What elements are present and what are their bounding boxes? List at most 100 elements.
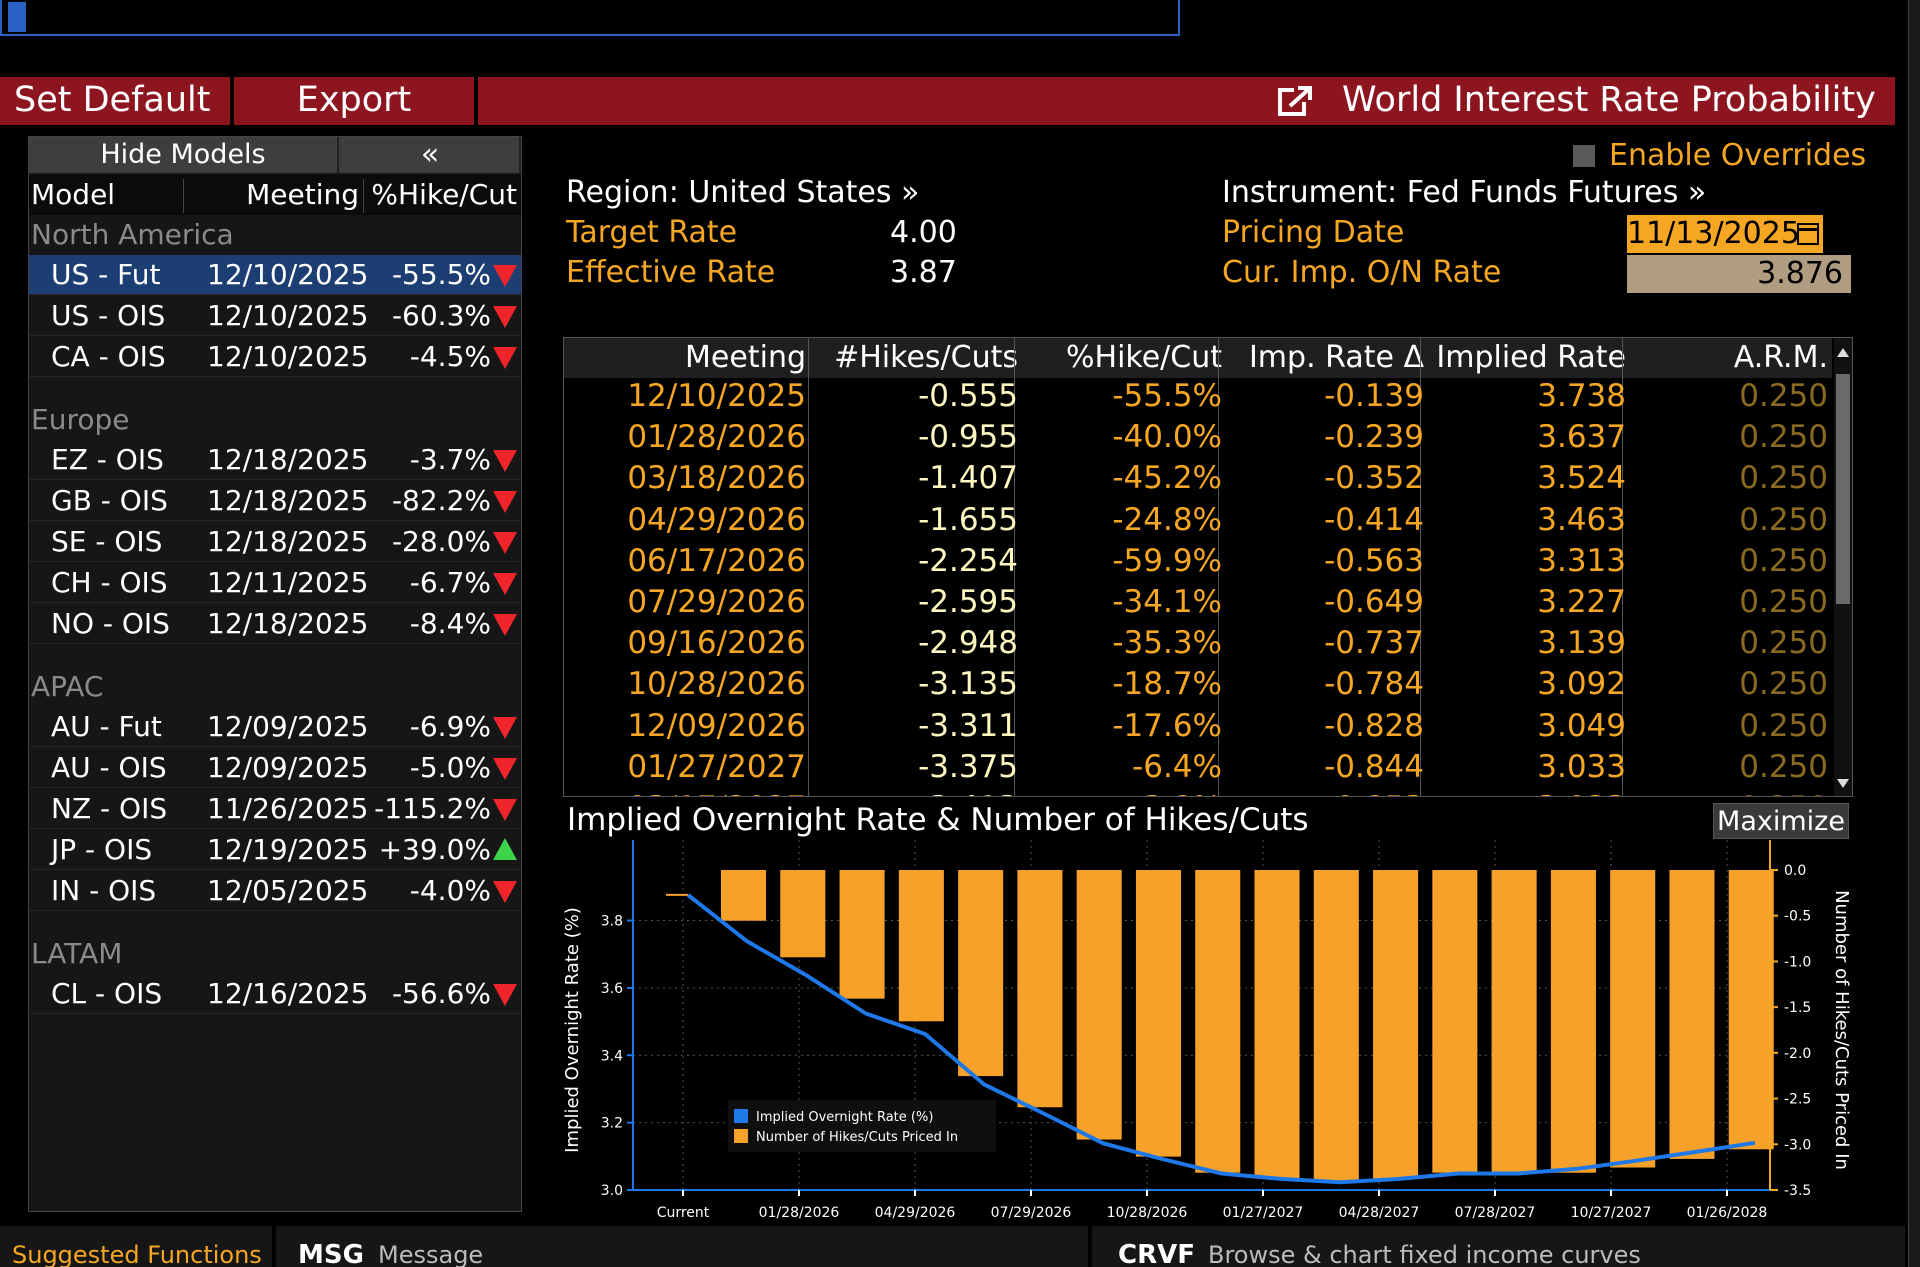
table-cell: 12/10/2025 bbox=[627, 378, 806, 414]
model-meeting: 12/09/2025 bbox=[207, 751, 369, 784]
x-tick-label: 10/28/2026 bbox=[1107, 1205, 1188, 1221]
table-scrollbar[interactable] bbox=[1834, 338, 1852, 796]
table-row[interactable]: 12/09/2026 -3.311 -17.6% -0.828 3.049 0.250 bbox=[564, 706, 1832, 747]
table-cell: 03/17/2027 bbox=[627, 788, 806, 796]
model-pct: -28.0% bbox=[391, 525, 491, 558]
implied-rate-line bbox=[686, 893, 1756, 1185]
model-row[interactable]: GB - OIS 12/18/2025 -82.2% bbox=[29, 481, 521, 521]
col-header[interactable]: Implied Rate bbox=[1436, 340, 1626, 375]
cur-on-rate-field[interactable]: 3.876 bbox=[1627, 255, 1851, 293]
table-cell: 3.033 bbox=[1537, 748, 1626, 785]
model-group-header: North America bbox=[29, 215, 521, 255]
crvf-label[interactable]: Browse & chart fixed income curves bbox=[1208, 1241, 1641, 1267]
table-cell: 3.463 bbox=[1537, 501, 1626, 538]
region-selector[interactable]: Region: United States » bbox=[566, 175, 920, 210]
x-tick-label: 04/29/2026 bbox=[875, 1205, 956, 1221]
scroll-down-icon[interactable] bbox=[1837, 779, 1849, 788]
calendar-icon[interactable] bbox=[1797, 223, 1819, 245]
model-row[interactable]: IN - OIS 12/05/2025 -4.0% bbox=[29, 871, 521, 911]
scroll-up-icon[interactable] bbox=[1837, 348, 1849, 357]
model-row[interactable]: EZ - OIS 12/18/2025 -3.7% bbox=[29, 440, 521, 480]
table-cell: 0.250 bbox=[1739, 748, 1828, 785]
model-name: US - Fut bbox=[51, 258, 161, 291]
export-button[interactable]: Export bbox=[296, 80, 412, 120]
table-row[interactable]: 10/28/2026 -3.135 -18.7% -0.784 3.092 0.250 bbox=[564, 664, 1832, 705]
model-row[interactable]: SE - OIS 12/18/2025 -28.0% bbox=[29, 522, 521, 562]
model-row[interactable]: CA - OIS 12/10/2025 -4.5% bbox=[29, 337, 521, 377]
hike-cut-bar bbox=[958, 870, 1004, 1077]
table-cell: 09/16/2026 bbox=[627, 625, 806, 662]
model-meeting: 12/18/2025 bbox=[207, 484, 369, 517]
msg-code[interactable]: MSG bbox=[298, 1240, 364, 1267]
table-cell: -45.2% bbox=[1112, 460, 1222, 497]
model-row[interactable]: US - Fut 12/10/2025 -55.5% bbox=[29, 255, 521, 295]
table-cell: -0.555 bbox=[918, 378, 1018, 414]
table-cell: 0.250 bbox=[1739, 788, 1828, 796]
hide-models-button[interactable]: Hide Models bbox=[29, 137, 339, 173]
table-row[interactable]: 12/10/2025 -0.555 -55.5% -0.139 3.738 0.250 bbox=[564, 376, 1832, 417]
maximize-button[interactable]: Maximize bbox=[1713, 803, 1849, 839]
footer-bar: Suggested Functions MSG Message CRVF Bro… bbox=[0, 1226, 1905, 1267]
table-row[interactable]: 04/29/2026 -1.655 -24.8% -0.414 3.463 0.250 bbox=[564, 500, 1832, 541]
instrument-selector[interactable]: Instrument: Fed Funds Futures » bbox=[1222, 175, 1707, 210]
table-row[interactable]: 07/29/2026 -2.595 -34.1% -0.649 3.227 0.250 bbox=[564, 582, 1832, 623]
crvf-code[interactable]: CRVF bbox=[1118, 1240, 1195, 1267]
model-group-header: LATAM bbox=[29, 934, 521, 974]
up-triangle-icon bbox=[493, 838, 517, 860]
col-meeting[interactable]: Meeting bbox=[246, 178, 359, 211]
table-cell: -0.563 bbox=[1324, 542, 1424, 579]
legend-label: Number of Hikes/Cuts Priced In bbox=[756, 1130, 958, 1145]
col-header[interactable]: Imp. Rate Δ bbox=[1248, 340, 1424, 375]
table-row[interactable]: 01/28/2026 -0.955 -40.0% -0.239 3.637 0.250 bbox=[564, 417, 1832, 458]
effective-rate-value: 3.87 bbox=[890, 255, 957, 290]
model-row[interactable]: JP - OIS 12/19/2025 +39.0% bbox=[29, 830, 521, 870]
models-column-header: Model Meeting %Hike/Cut bbox=[29, 175, 521, 215]
external-link-icon[interactable] bbox=[1278, 86, 1314, 116]
right-tick-label: -1.5 bbox=[1784, 1000, 1811, 1016]
hike-cut-bar bbox=[1610, 870, 1656, 1168]
table-cell: 0.250 bbox=[1739, 625, 1828, 662]
table-cell: -55.5% bbox=[1112, 378, 1222, 414]
table-row[interactable]: 03/17/2027 -3.413 -3.8% -0.853 3.023 0.250 bbox=[564, 788, 1832, 796]
model-meeting: 12/05/2025 bbox=[207, 874, 369, 907]
col-header[interactable]: Meeting bbox=[685, 340, 806, 375]
model-name: SE - OIS bbox=[51, 525, 163, 558]
x-tick-label: 07/28/2027 bbox=[1455, 1205, 1536, 1221]
msg-label[interactable]: Message bbox=[378, 1241, 484, 1267]
table-cell: -34.1% bbox=[1112, 584, 1222, 620]
col-pct[interactable]: %Hike/Cut bbox=[371, 178, 517, 211]
left-tick-label: 3.6 bbox=[601, 981, 623, 997]
model-row[interactable]: AU - Fut 12/09/2025 -6.9% bbox=[29, 707, 521, 747]
right-tick-label: 0.0 bbox=[1784, 863, 1806, 879]
model-row[interactable]: CL - OIS 12/16/2025 -56.6% bbox=[29, 974, 521, 1014]
model-row[interactable]: CH - OIS 12/11/2025 -6.7% bbox=[29, 563, 521, 603]
col-header[interactable]: A.R.M. bbox=[1733, 340, 1828, 375]
command-line[interactable] bbox=[0, 0, 1180, 36]
model-row[interactable]: AU - OIS 12/09/2025 -5.0% bbox=[29, 748, 521, 788]
col-model[interactable]: Model bbox=[31, 178, 116, 211]
scroll-thumb[interactable] bbox=[1836, 374, 1850, 604]
pricing-date-field[interactable]: 11/13/2025 bbox=[1627, 215, 1823, 253]
hike-cut-bar bbox=[780, 870, 826, 958]
model-row[interactable]: NZ - OIS 11/26/2025 -115.2% bbox=[29, 789, 521, 829]
model-pct: -4.5% bbox=[409, 340, 491, 373]
window-scrollbar[interactable] bbox=[1908, 0, 1920, 1267]
checkbox[interactable] bbox=[1573, 145, 1595, 167]
model-meeting: 12/10/2025 bbox=[207, 258, 369, 291]
model-pct: -6.9% bbox=[409, 710, 491, 743]
hike-cut-bar bbox=[1550, 870, 1596, 1173]
hike-cut-bar bbox=[1669, 870, 1715, 1159]
table-row[interactable]: 09/16/2026 -2.948 -35.3% -0.737 3.139 0.250 bbox=[564, 623, 1832, 664]
table-row[interactable]: 01/27/2027 -3.375 -6.4% -0.844 3.033 0.250 bbox=[564, 747, 1832, 788]
model-row[interactable]: US - OIS 12/10/2025 -60.3% bbox=[29, 296, 521, 336]
table-cell: -17.6% bbox=[1112, 707, 1222, 744]
set-default-button[interactable]: Set Default bbox=[14, 80, 211, 120]
table-cell: -35.3% bbox=[1112, 625, 1222, 662]
group-name: North America bbox=[31, 218, 234, 251]
col-header[interactable]: %Hike/Cut bbox=[1066, 340, 1222, 375]
model-row[interactable]: NO - OIS 12/18/2025 -8.4% bbox=[29, 604, 521, 644]
table-row[interactable]: 03/18/2026 -1.407 -45.2% -0.352 3.524 0.250 bbox=[564, 458, 1832, 499]
table-row[interactable]: 06/17/2026 -2.254 -59.9% -0.563 3.313 0.250 bbox=[564, 541, 1832, 582]
collapse-button[interactable]: « bbox=[341, 137, 521, 173]
col-header[interactable]: #Hikes/Cuts bbox=[834, 340, 1018, 375]
